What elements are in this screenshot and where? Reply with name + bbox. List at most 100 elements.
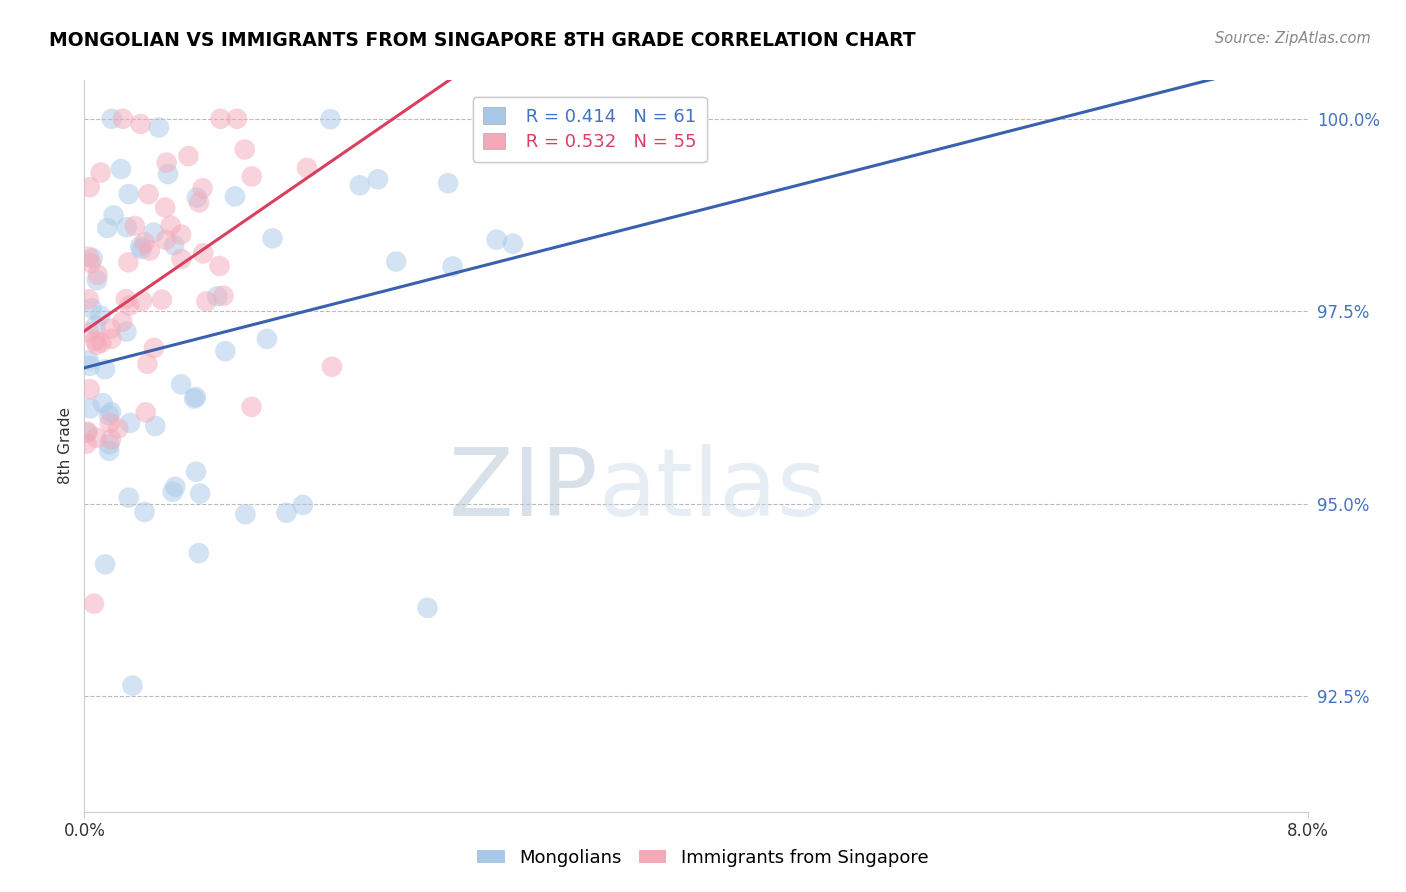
Point	[94, 558, 117, 572]
Point	[76, 425, 98, 439]
Point	[208, 259, 231, 273]
Point	[209, 112, 232, 126]
Point	[170, 252, 193, 266]
Point	[96, 221, 118, 235]
Point	[240, 169, 263, 184]
Point	[349, 178, 371, 193]
Point	[191, 181, 214, 195]
Point	[82, 251, 104, 265]
Point	[77, 250, 100, 264]
Point	[103, 209, 125, 223]
Point	[98, 437, 121, 451]
Point	[195, 294, 218, 309]
Point	[291, 498, 314, 512]
Point	[117, 255, 139, 269]
Point	[139, 244, 162, 258]
Point	[111, 315, 134, 329]
Point	[100, 432, 122, 446]
Point	[367, 172, 389, 186]
Point	[77, 293, 100, 307]
Point	[142, 226, 165, 240]
Point	[90, 165, 112, 179]
Point	[142, 341, 165, 355]
Point	[114, 292, 136, 306]
Text: atlas: atlas	[598, 444, 827, 536]
Point	[100, 112, 122, 126]
Point	[184, 390, 207, 404]
Point	[134, 235, 156, 250]
Point	[162, 484, 184, 499]
Point	[188, 486, 211, 500]
Point	[124, 219, 146, 233]
Point	[135, 405, 157, 419]
Point	[90, 335, 112, 350]
Point	[485, 233, 508, 247]
Text: Source: ZipAtlas.com: Source: ZipAtlas.com	[1215, 31, 1371, 46]
Point	[84, 431, 107, 445]
Point	[226, 112, 249, 126]
Point	[138, 187, 160, 202]
Point	[256, 332, 278, 346]
Point	[115, 325, 138, 339]
Point	[131, 242, 153, 256]
Point	[183, 392, 205, 406]
Point	[159, 219, 181, 233]
Point	[100, 321, 122, 335]
Point	[163, 238, 186, 252]
Point	[76, 425, 98, 440]
Point	[110, 162, 132, 177]
Point	[121, 679, 143, 693]
Point	[321, 359, 343, 374]
Point	[86, 273, 108, 287]
Point	[156, 155, 179, 169]
Point	[79, 401, 101, 416]
Point	[115, 220, 138, 235]
Point	[193, 246, 215, 260]
Point	[295, 161, 318, 175]
Point	[416, 600, 439, 615]
Point	[501, 112, 523, 126]
Point	[100, 332, 122, 346]
Point	[131, 293, 153, 308]
Point	[319, 112, 342, 127]
Point	[136, 357, 159, 371]
Point	[77, 353, 100, 368]
Point	[118, 491, 141, 505]
Point	[80, 301, 103, 316]
Point	[207, 289, 229, 303]
Point	[89, 309, 111, 323]
Point	[240, 400, 263, 414]
Point	[235, 508, 257, 522]
Point	[91, 396, 114, 410]
Point	[80, 256, 103, 270]
Point	[187, 546, 209, 560]
Point	[165, 480, 187, 494]
Point	[84, 334, 107, 348]
Point	[111, 112, 134, 126]
Point	[148, 120, 170, 135]
Point	[177, 149, 200, 163]
Point	[150, 293, 173, 307]
Y-axis label: 8th Grade: 8th Grade	[58, 408, 73, 484]
Point	[156, 167, 179, 181]
Point	[79, 382, 101, 396]
Point	[212, 289, 235, 303]
Point	[153, 201, 176, 215]
Point	[184, 465, 207, 479]
Point	[262, 231, 284, 245]
Point	[188, 195, 211, 210]
Point	[98, 443, 121, 458]
Point	[83, 597, 105, 611]
Point	[79, 180, 101, 194]
Point	[98, 416, 121, 430]
Point	[502, 236, 524, 251]
Point	[86, 268, 108, 282]
Point	[129, 117, 152, 131]
Point	[79, 359, 101, 373]
Point	[214, 344, 236, 359]
Point	[143, 419, 166, 434]
Point	[129, 239, 152, 253]
Text: ZIP: ZIP	[449, 444, 598, 536]
Point	[94, 362, 117, 376]
Point	[97, 408, 120, 422]
